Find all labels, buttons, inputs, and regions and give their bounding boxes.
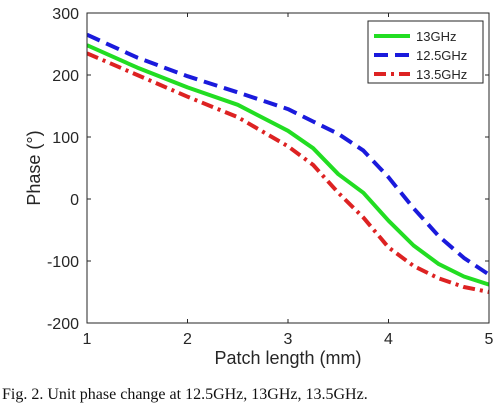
y-tick-label: 300 — [52, 6, 79, 23]
legend-label-13.5GHz: 13.5GHz — [416, 67, 467, 82]
legend-label-13GHz: 13GHz — [416, 29, 456, 44]
y-tick-label: 100 — [52, 130, 79, 147]
legend: 13GHz 12.5GHz 13.5GHz — [367, 20, 484, 84]
y-tick-label: -100 — [47, 254, 79, 271]
legend-label-12.5GHz: 12.5GHz — [416, 48, 467, 63]
legend-box — [367, 20, 484, 84]
y-tick-label: 200 — [52, 68, 79, 85]
series-layer — [87, 32, 489, 294]
series-line-13GHz — [87, 43, 489, 287]
series-line-13.5GHz — [87, 51, 489, 294]
x-tick-label: 5 — [485, 331, 494, 348]
x-tick-label: 2 — [183, 331, 192, 348]
figure-caption: Fig. 2. Unit phase change at 12.5GHz, 13… — [2, 386, 368, 403]
y-tick-label: 0 — [70, 192, 79, 209]
x-axis-label: Patch length (mm) — [214, 348, 361, 368]
x-tick-label: 1 — [83, 331, 92, 348]
series-line-12.5GHz — [87, 32, 489, 277]
y-axis-label: Phase (°) — [24, 130, 44, 205]
x-tick-label: 3 — [284, 331, 293, 348]
y-tick-label: -200 — [47, 316, 79, 333]
tick-layer: 1 2 3 4 5 300 200 100 0 -100 -200 — [47, 6, 494, 348]
x-tick-label: 4 — [384, 331, 393, 348]
